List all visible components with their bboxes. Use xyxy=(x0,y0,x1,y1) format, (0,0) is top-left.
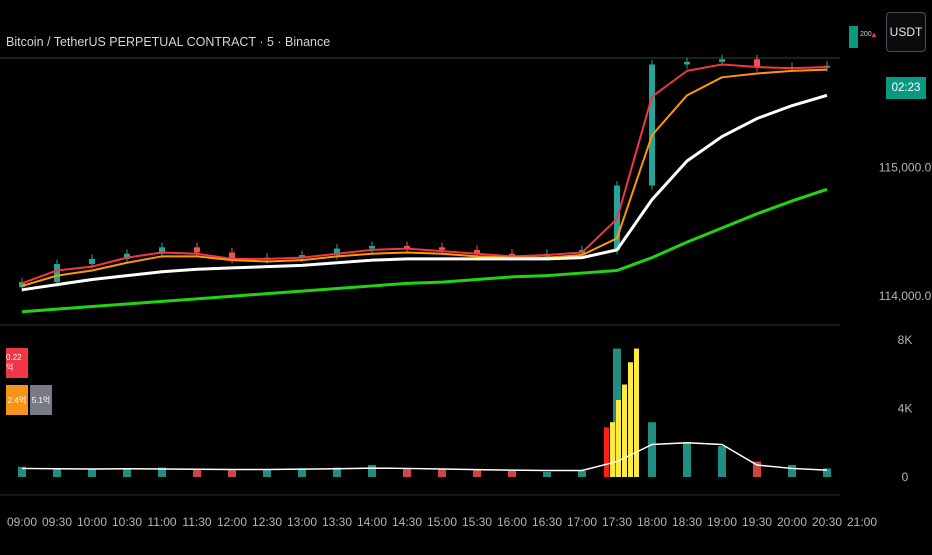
time-tick-label: 18:00 xyxy=(637,515,667,529)
volume-bar[interactable] xyxy=(788,465,796,477)
candle-body[interactable] xyxy=(754,59,760,68)
time-tick-label: 14:00 xyxy=(357,515,387,529)
volume-bar[interactable] xyxy=(578,471,586,477)
candle-body[interactable] xyxy=(194,247,200,253)
candle-body[interactable] xyxy=(649,64,655,186)
price-tick-label: 115,000.0 xyxy=(879,160,932,174)
price-tick-label: 114,000.0 xyxy=(879,289,932,303)
time-tick-label: 16:30 xyxy=(532,515,562,529)
time-tick-label: 18:30 xyxy=(672,515,702,529)
candle-body[interactable] xyxy=(334,248,340,256)
volume-bar[interactable] xyxy=(403,468,411,477)
candle-body[interactable] xyxy=(439,247,445,250)
time-tick-label: 12:30 xyxy=(252,515,282,529)
volume-bar[interactable] xyxy=(438,469,446,477)
time-tick-label: 11:30 xyxy=(182,515,211,529)
volume-bar[interactable] xyxy=(263,469,271,477)
time-tick-label: 21:00 xyxy=(847,515,877,529)
time-tick-label: 11:00 xyxy=(147,515,176,529)
time-tick-label: 15:00 xyxy=(427,515,457,529)
volume-bar[interactable] xyxy=(53,468,61,477)
triangle-up-icon: ▲ xyxy=(870,30,878,39)
time-tick-label: 16:00 xyxy=(497,515,527,529)
candle-body[interactable] xyxy=(299,255,305,258)
volume-bar[interactable] xyxy=(333,467,341,477)
mini-indicator-value: 200 xyxy=(860,31,872,38)
indicator-badge-2[interactable]: 2.4억 xyxy=(6,385,28,415)
ma-long-line xyxy=(21,187,828,314)
time-tick-label: 17:30 xyxy=(602,515,632,529)
candle-body[interactable] xyxy=(509,253,515,257)
time-tick-label: 14:30 xyxy=(392,515,422,529)
time-tick-label: 20:30 xyxy=(812,515,842,529)
volume-spike-bar[interactable] xyxy=(610,422,615,477)
volume-bar[interactable] xyxy=(823,468,831,477)
mini-indicator-badge[interactable] xyxy=(849,26,858,48)
time-tick-label: 19:00 xyxy=(707,515,737,529)
time-tick-label: 09:30 xyxy=(42,515,72,529)
volume-bar[interactable] xyxy=(298,468,306,477)
candle-body[interactable] xyxy=(159,247,165,254)
ma-slow-line xyxy=(21,93,828,292)
time-tick-label: 12:00 xyxy=(217,515,247,529)
candle-body[interactable] xyxy=(824,65,830,68)
candle-body[interactable] xyxy=(89,258,95,265)
volume-spike-bar[interactable] xyxy=(604,427,609,477)
volume-bar[interactable] xyxy=(18,466,26,477)
candle-body[interactable] xyxy=(19,282,25,288)
candle-body[interactable] xyxy=(404,246,410,249)
volume-spike-bar[interactable] xyxy=(628,362,633,477)
volume-bar[interactable] xyxy=(193,469,201,477)
candle-body[interactable] xyxy=(684,61,690,65)
chart-title: Bitcoin / TetherUS PERPETUAL CONTRACT · … xyxy=(6,35,331,49)
candle-body[interactable] xyxy=(124,253,130,259)
volume-bar[interactable] xyxy=(543,471,551,477)
ma-fast-line xyxy=(21,63,828,285)
volume-bar[interactable] xyxy=(508,471,516,477)
volume-spike-bar[interactable] xyxy=(616,399,621,477)
volume-bar[interactable] xyxy=(228,470,236,477)
volume-tick-label: 4K xyxy=(898,402,913,416)
currency-button[interactable]: USDT xyxy=(886,12,926,52)
candle-body[interactable] xyxy=(369,246,375,249)
volume-tick-label: 0 xyxy=(902,470,909,484)
volume-spike-bar[interactable] xyxy=(622,384,627,477)
indicator-badge-3[interactable]: 5.1억 xyxy=(30,385,52,415)
time-tick-label: 10:30 xyxy=(112,515,142,529)
bar-countdown: 02:23 xyxy=(886,77,926,99)
volume-spike-bar[interactable] xyxy=(634,348,639,477)
time-tick-label: 09:00 xyxy=(7,515,37,529)
volume-bar[interactable] xyxy=(473,470,481,477)
candle-body[interactable] xyxy=(474,249,480,254)
time-tick-label: 10:00 xyxy=(77,515,107,529)
time-tick-label: 13:00 xyxy=(287,515,317,529)
volume-tick-label: 8K xyxy=(898,333,913,347)
time-tick-label: 17:00 xyxy=(567,515,597,529)
time-tick-label: 13:30 xyxy=(322,515,352,529)
ma-mid-line xyxy=(21,68,828,287)
candle-body[interactable] xyxy=(229,252,235,259)
time-tick-label: 19:30 xyxy=(742,515,772,529)
volume-bar[interactable] xyxy=(718,446,726,477)
volume-bar[interactable] xyxy=(683,442,691,477)
volume-ma-line xyxy=(21,441,828,472)
volume-bar[interactable] xyxy=(123,468,131,477)
volume-bar[interactable] xyxy=(753,461,761,477)
indicator-badge-1[interactable]: 0.22억 xyxy=(6,348,28,378)
time-tick-label: 20:00 xyxy=(777,515,807,529)
volume-bar[interactable] xyxy=(88,469,96,477)
time-tick-label: 15:30 xyxy=(462,515,492,529)
volume-bar[interactable] xyxy=(158,467,166,477)
volume-bar[interactable] xyxy=(648,422,656,477)
volume-bar[interactable] xyxy=(368,465,376,477)
candle-body[interactable] xyxy=(54,264,60,283)
candle-body[interactable] xyxy=(719,59,725,62)
